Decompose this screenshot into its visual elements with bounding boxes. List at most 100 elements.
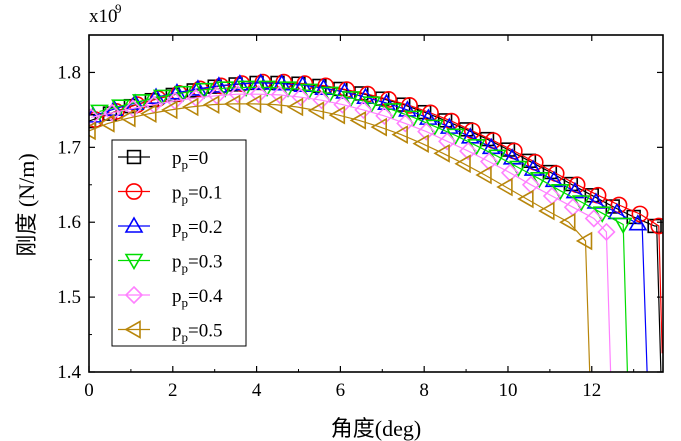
data-point (446, 128, 465, 145)
data-point (517, 189, 534, 209)
x-tick-label: 10 (498, 380, 517, 401)
legend-label: pp=0.2 (172, 217, 222, 241)
data-point (597, 222, 616, 242)
data-point (278, 81, 298, 98)
data-point (404, 110, 424, 127)
x-tick-label: 2 (168, 380, 178, 401)
data-point (182, 97, 199, 117)
data-point (354, 100, 373, 120)
legend-entry: pp=0.5 (118, 320, 222, 345)
data-point (631, 205, 649, 223)
data-point (215, 81, 235, 98)
data-point (161, 100, 178, 120)
legend-label: pp=0.1 (172, 183, 222, 207)
legend-label-value: =0.3 (188, 252, 222, 273)
data-point (140, 104, 157, 124)
legend-label-value: =0.1 (188, 183, 222, 204)
data-point (202, 95, 220, 115)
label-layer: 0 2 4 6 8 10 12 1.4 1.5 1.6 1.7 1.8 (57, 62, 601, 401)
data-point (207, 79, 222, 94)
data-point (207, 86, 226, 105)
data-point (396, 114, 415, 133)
legend-label-main: p (172, 148, 182, 169)
legend-marker (125, 183, 143, 200)
data-point (146, 87, 166, 104)
data-point (391, 125, 408, 144)
y-tick-label: 1.7 (57, 137, 81, 158)
legend-entry: pp=0.2 (118, 216, 222, 241)
data-point (650, 217, 663, 235)
data-point (249, 85, 268, 104)
data-point (209, 76, 229, 93)
legend-label-value: =0.5 (188, 321, 222, 342)
data-point (320, 86, 340, 104)
data-point (333, 95, 352, 114)
y-multiplier: x10 (89, 6, 118, 27)
legend-label-main: p (172, 286, 182, 307)
data-point (228, 85, 247, 104)
legend-label-sub: p (182, 295, 189, 310)
data-point (383, 103, 403, 120)
legend-marker (124, 320, 141, 339)
data-point (312, 91, 331, 110)
legend-entry: pp=0.1 (118, 183, 222, 207)
legend-label-value: =0.4 (188, 286, 223, 307)
data-point (167, 83, 187, 100)
legend: pp=0pp=0.1pp=0.2pp=0.3pp=0.4pp=0.5 (111, 139, 247, 347)
legend-label: pp=0.5 (172, 321, 222, 345)
data-point (538, 201, 555, 221)
data-point (123, 99, 143, 118)
data-point (152, 89, 172, 107)
legend-label-sub: p (182, 192, 189, 207)
x-tick-label: 4 (252, 380, 262, 401)
legend-label: pp=0 (172, 148, 208, 172)
data-point (412, 134, 429, 153)
x-tick-label: 6 (336, 380, 346, 401)
data-point (299, 83, 319, 101)
data-point (496, 177, 513, 197)
x-tick-label: 8 (419, 380, 429, 401)
legend-label-main: p (172, 252, 182, 273)
series-3 (90, 80, 633, 372)
data-point (257, 80, 277, 98)
data-point (417, 122, 436, 141)
data-point (194, 82, 214, 100)
legend-label-main: p (172, 217, 182, 238)
data-point (628, 214, 648, 231)
y-tick-label: 1.6 (57, 212, 81, 233)
legend-marker (124, 253, 144, 271)
data-point (362, 96, 382, 113)
data-point (98, 113, 115, 133)
legend-label-sub: p (182, 157, 189, 172)
legend-box (111, 139, 247, 347)
data-point (119, 108, 136, 128)
legend-label-value: =0 (188, 148, 208, 169)
data-point (270, 85, 289, 105)
legend-label-sub: p (182, 226, 189, 241)
data-point (265, 95, 283, 115)
plot-frame (88, 34, 664, 373)
legend-label-value: =0.2 (188, 217, 222, 238)
legend-label-main: p (172, 183, 182, 204)
data-point (530, 171, 549, 189)
legend-label: pp=0.4 (172, 286, 223, 310)
data-point (131, 94, 151, 111)
series-4 (89, 85, 616, 372)
data-point (244, 94, 262, 114)
data-point (454, 154, 471, 174)
x-tick-label: 0 (84, 380, 94, 401)
data-point (438, 132, 457, 151)
data-point (433, 143, 450, 163)
data-point (349, 110, 367, 130)
x-axis-title: 角度(deg) (331, 416, 421, 441)
data-point (610, 196, 628, 214)
y-axis-title: 刚度 (N/m) (14, 153, 39, 256)
data-point (188, 79, 208, 96)
series-5 (89, 94, 593, 372)
data-point (307, 101, 325, 121)
data-point (212, 77, 230, 95)
legend-label-sub: p (182, 261, 189, 276)
data-point (102, 103, 122, 123)
legend-marker (126, 149, 142, 165)
